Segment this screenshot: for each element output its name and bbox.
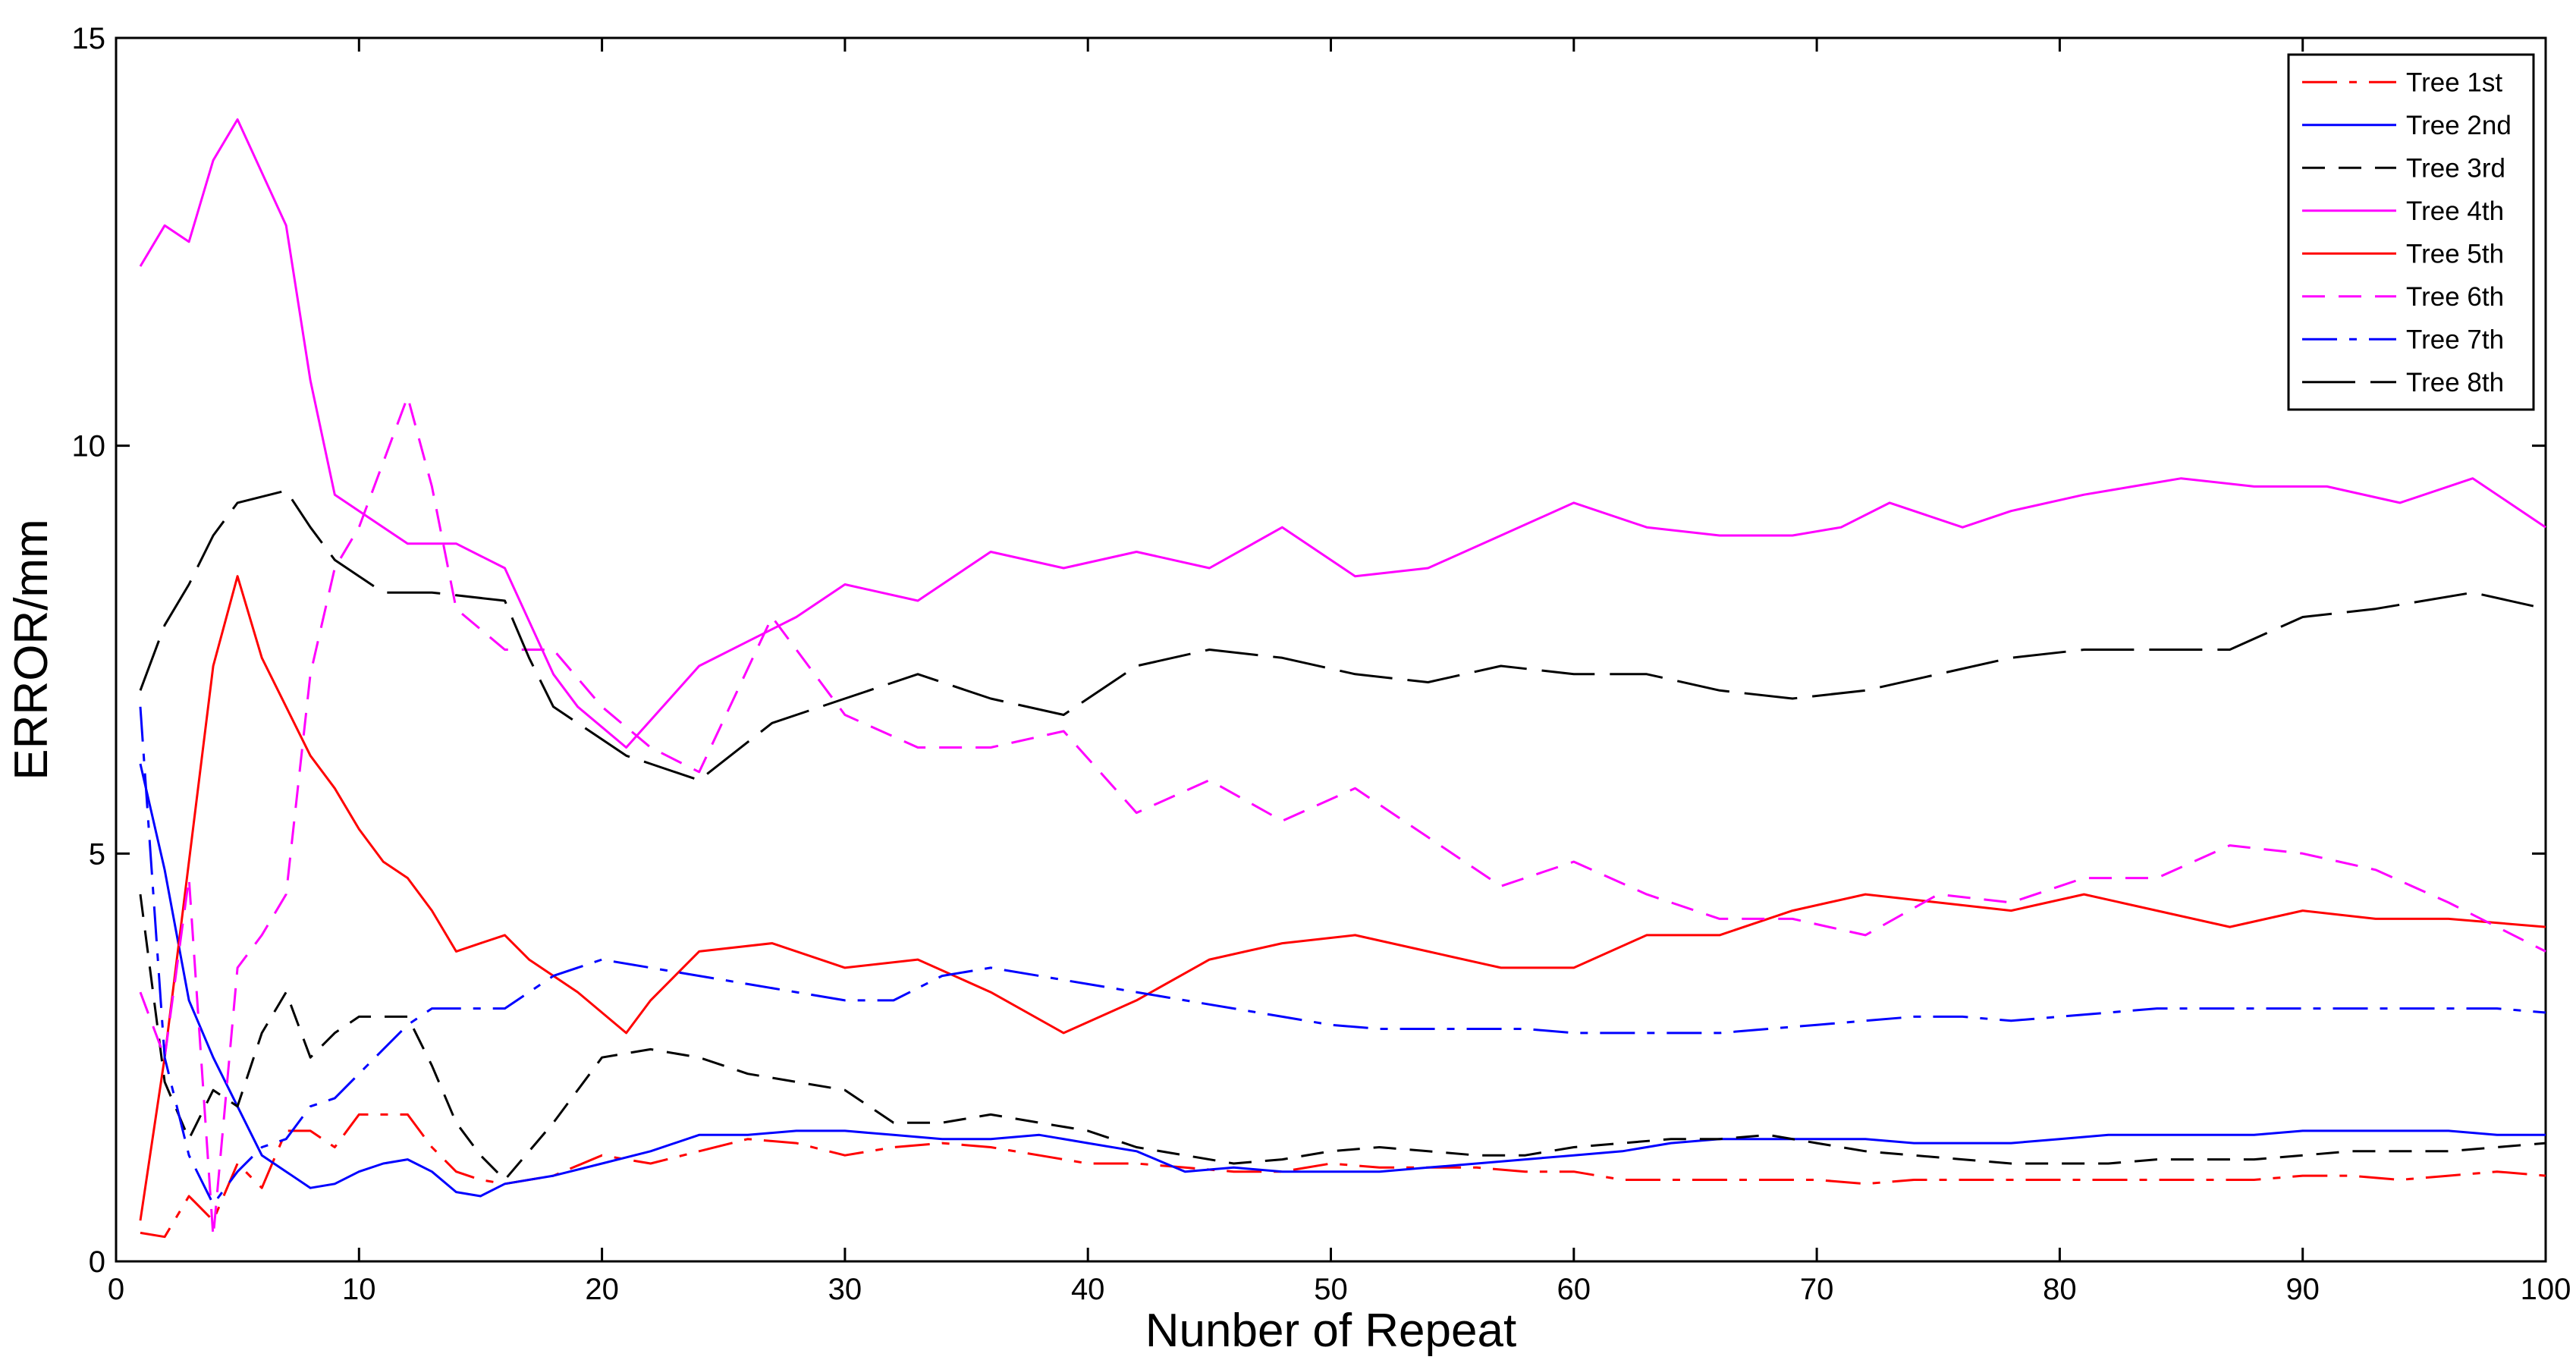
legend-label-4: Tree 4th (2406, 196, 2504, 226)
legend-label-7: Tree 7th (2406, 325, 2504, 354)
plot-frame (115, 36, 2547, 1263)
y-tick-label: 15 (72, 22, 106, 55)
series-line-3 (139, 893, 2546, 1181)
legend-box (2287, 53, 2535, 411)
series-line-5 (139, 575, 2546, 1221)
legend-label-5: Tree 5th (2406, 239, 2504, 269)
y-tick-label: 5 (89, 837, 105, 871)
x-tick-label: 100 (2521, 1273, 2571, 1306)
x-tick-label: 60 (1557, 1273, 1591, 1306)
series-line-8 (139, 489, 2546, 782)
legend-label-8: Tree 8th (2406, 368, 2504, 397)
legend: Tree 1st Tree 2nd Tree 3rd Tree 4th Tree 5th… (2287, 53, 2535, 411)
legend-label-6: Tree 6th (2406, 282, 2504, 312)
x-tick-label: 10 (342, 1273, 376, 1306)
plot-area (115, 36, 2547, 1263)
x-axis-title: Nunber of Repeat (1145, 1305, 1516, 1357)
legend-label-1: Tree 1st (2406, 68, 2502, 97)
x-axis: 0 10 20 30 40 50 60 70 80 90 100 (108, 38, 2571, 1306)
legend-label-3: Tree 3rd (2406, 153, 2505, 183)
x-tick-label: 80 (2043, 1273, 2077, 1306)
y-tick-label: 0 (89, 1245, 105, 1279)
y-axis-title: ERROR/mm (5, 519, 58, 780)
x-tick-label: 90 (2285, 1273, 2320, 1306)
x-tick-label: 70 (1800, 1273, 1834, 1306)
legend-label-2: Tree 2nd (2406, 111, 2512, 140)
y-tick-label: 10 (72, 430, 106, 463)
x-tick-label: 50 (1314, 1273, 1348, 1306)
series-line-2 (139, 763, 2546, 1198)
series-line-6 (139, 395, 2546, 1239)
x-tick-label: 0 (108, 1273, 124, 1306)
series-line-4 (139, 118, 2546, 749)
x-tick-label: 30 (828, 1273, 862, 1306)
y-axis: 0 5 10 15 (72, 22, 2546, 1279)
series-layer (139, 118, 2546, 1239)
series-line-1 (140, 1113, 2546, 1239)
x-tick-label: 40 (1071, 1273, 1105, 1306)
x-tick-label: 20 (585, 1273, 619, 1306)
series-line-7 (139, 706, 2546, 1206)
